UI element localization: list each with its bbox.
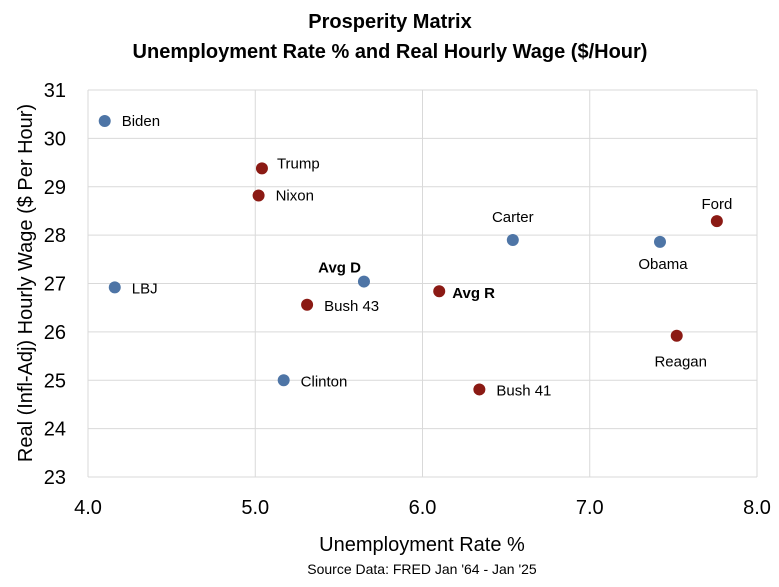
point-label-nixon: Nixon	[276, 187, 314, 204]
point-label-avg-r: Avg R	[452, 285, 495, 302]
point-label-obama: Obama	[638, 256, 688, 273]
y-tick-label: 28	[44, 225, 66, 247]
chart-subtitle: Unemployment Rate % and Real Hourly Wage…	[133, 41, 648, 63]
point-bush-41	[473, 383, 486, 396]
point-carter	[506, 233, 519, 246]
y-tick-label: 23	[44, 467, 66, 489]
point-avg-d	[357, 275, 370, 288]
tick-labels: 23 24 25 26 27 28 29 30 31 4.0 5.0 6.0 7.0 8.0	[44, 80, 771, 519]
x-tick-label: 8.0	[743, 497, 771, 519]
point-biden	[98, 114, 111, 127]
data-points: Biden Trump Nixon Carter Ford Obama LBJ Avg D Bu…	[98, 113, 732, 399]
point-label-reagan: Reagan	[654, 354, 707, 371]
point-trump	[255, 162, 268, 175]
point-obama	[653, 235, 666, 248]
point-label-biden: Biden	[122, 113, 160, 130]
point-lbj	[108, 281, 121, 294]
point-label-ford: Ford	[701, 196, 732, 213]
x-tick-label: 7.0	[576, 497, 604, 519]
point-reagan	[670, 329, 683, 342]
y-tick-label: 24	[44, 419, 66, 441]
point-clinton	[277, 374, 290, 387]
chart-title: Prosperity Matrix	[308, 11, 471, 33]
point-label-avg-d: Avg D	[318, 260, 361, 277]
point-label-trump: Trump	[277, 155, 320, 172]
x-tick-label: 4.0	[74, 497, 102, 519]
y-tick-label: 26	[44, 322, 66, 344]
point-ford	[710, 215, 723, 228]
x-tick-label: 5.0	[241, 497, 269, 519]
grid	[87, 89, 758, 478]
y-tick-label: 25	[44, 370, 66, 392]
y-axis-label: Real (Infl-Adj) Hourly Wage ($ Per Hour)	[15, 104, 37, 462]
y-tick-label: 30	[44, 128, 66, 150]
point-bush-43	[301, 298, 314, 311]
point-label-carter: Carter	[492, 209, 534, 226]
x-axis-label: Unemployment Rate %	[319, 534, 525, 556]
point-avg-r	[433, 285, 446, 298]
point-label-bush-43: Bush 43	[324, 298, 379, 315]
source-note: Source Data: FRED Jan '64 - Jan '25	[307, 561, 537, 577]
y-tick-label: 29	[44, 177, 66, 199]
point-label-lbj: LBJ	[132, 280, 158, 297]
y-tick-label: 27	[44, 274, 66, 296]
y-tick-label: 31	[44, 80, 66, 102]
point-label-bush-41: Bush 41	[496, 382, 551, 399]
point-label-clinton: Clinton	[301, 373, 348, 390]
point-nixon	[252, 189, 265, 202]
x-tick-label: 6.0	[409, 497, 437, 519]
